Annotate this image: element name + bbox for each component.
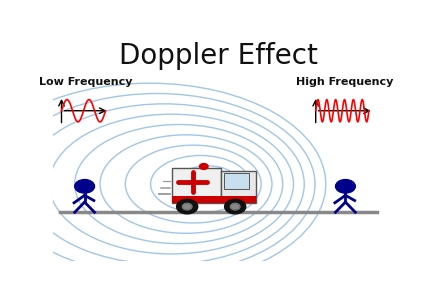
Text: Low Frequency: Low Frequency [39, 77, 132, 87]
Circle shape [177, 200, 198, 214]
Text: High Frequency: High Frequency [296, 77, 393, 87]
Bar [224, 173, 249, 189]
Bar [172, 168, 221, 203]
Circle shape [75, 180, 95, 193]
Circle shape [336, 180, 355, 193]
Circle shape [182, 203, 192, 210]
Text: Doppler Effect: Doppler Effect [119, 42, 318, 70]
Bar [221, 171, 256, 203]
Circle shape [225, 200, 246, 214]
Circle shape [199, 163, 208, 169]
Circle shape [230, 203, 240, 210]
Bar [172, 196, 256, 202]
